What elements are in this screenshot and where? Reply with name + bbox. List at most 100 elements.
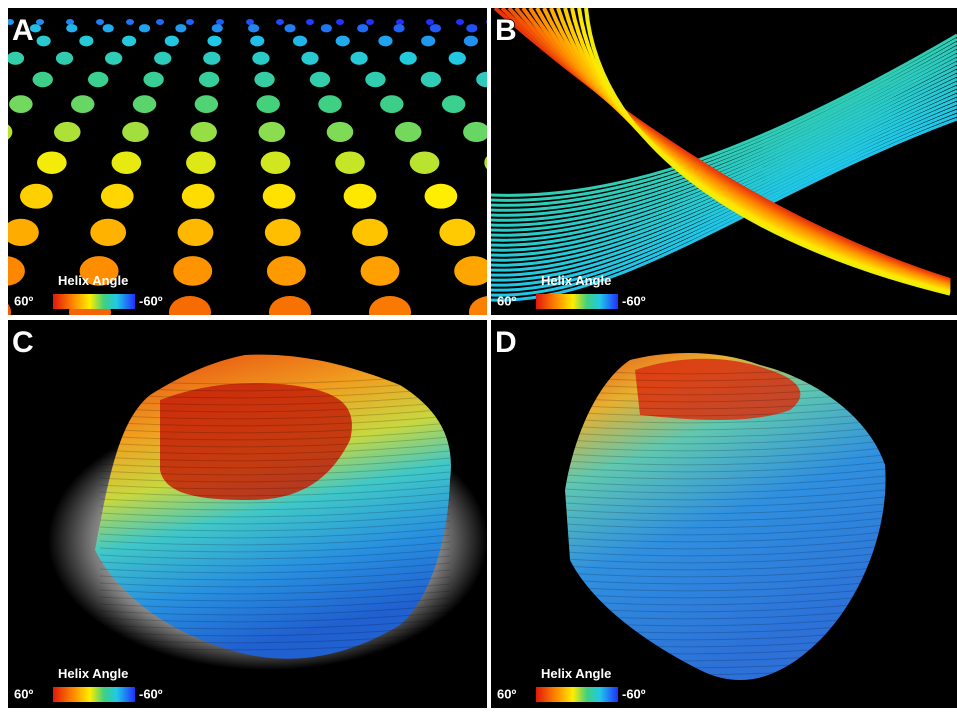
rod [207,36,221,47]
panel-b [491,8,957,315]
rod [425,184,458,209]
legend-title: Helix Angle [541,666,611,681]
rod [265,219,301,246]
rod [464,36,478,47]
rod [318,95,341,113]
rod [352,219,388,246]
rod [139,24,150,32]
panel-d [491,320,957,708]
legend-max: -60º [622,293,646,308]
rod [37,36,51,47]
rod [248,24,259,32]
rod [395,122,422,142]
rod [293,36,307,47]
rod [246,19,254,25]
legend-max: -60º [139,293,163,308]
rod [133,95,156,113]
colorbar [53,687,135,702]
rod [156,19,164,25]
rod [250,36,264,47]
rod [267,256,306,286]
rod [178,219,214,246]
rod [182,184,215,209]
rod [126,19,134,25]
rod [410,151,440,174]
rod [378,36,392,47]
rod [186,151,216,174]
rod [463,122,490,142]
rod [456,19,464,25]
rod [430,24,441,32]
panel-label: A [12,14,34,47]
rod [66,24,77,32]
legend-title: Helix Angle [58,666,128,681]
rod [88,72,108,87]
rod [442,95,465,113]
rod [79,36,93,47]
panel-label: B [495,14,517,47]
colorbar [536,687,618,702]
rod [259,122,286,142]
rod [284,24,295,32]
rod [71,95,94,113]
rod [33,72,53,87]
panel-label: D [495,326,517,359]
rod [56,52,73,65]
rod [421,72,441,87]
rod [105,52,122,65]
rod [426,19,434,25]
legend-min: 60º [497,686,516,701]
rod [54,122,81,142]
rod [203,52,220,65]
rod [449,52,466,65]
rod [261,151,291,174]
legend-max: -60º [622,686,646,701]
legend-title: Helix Angle [58,273,128,288]
rod [263,184,296,209]
rod [122,36,136,47]
rod [394,24,405,32]
rod [276,19,284,25]
colorbar [53,294,135,309]
rod [9,95,32,113]
rod [466,24,477,32]
rod [173,256,212,286]
rod [256,95,279,113]
rod [321,24,332,32]
figure: AHelix Angle60º-60ºBHelix Angle60º-60ºCH… [0,0,957,708]
rod [439,219,475,246]
rod [306,19,314,25]
legend-min: 60º [497,293,516,308]
rod [361,256,400,286]
rod [96,19,104,25]
rod [165,36,179,47]
legend-title: Helix Angle [541,273,611,288]
rod [103,24,114,32]
rod [101,184,134,209]
rod [336,36,350,47]
rod [199,72,219,87]
rod [327,122,354,142]
rod [310,72,330,87]
legend-min: 60º [14,293,33,308]
rod [90,219,126,246]
rod [366,19,374,25]
rod [357,24,368,32]
rod [112,151,142,174]
rod [212,24,223,32]
rod [400,52,417,65]
colorbar [536,294,618,309]
rod [66,19,74,25]
rod [252,52,269,65]
rod [350,52,367,65]
rod [380,95,403,113]
legend-max: -60º [139,686,163,701]
panel-c [8,320,488,708]
rod [7,52,24,65]
rod [154,52,171,65]
rod [186,19,194,25]
rod [335,151,365,174]
rod [122,122,149,142]
rod [175,24,186,32]
rod [254,72,274,87]
